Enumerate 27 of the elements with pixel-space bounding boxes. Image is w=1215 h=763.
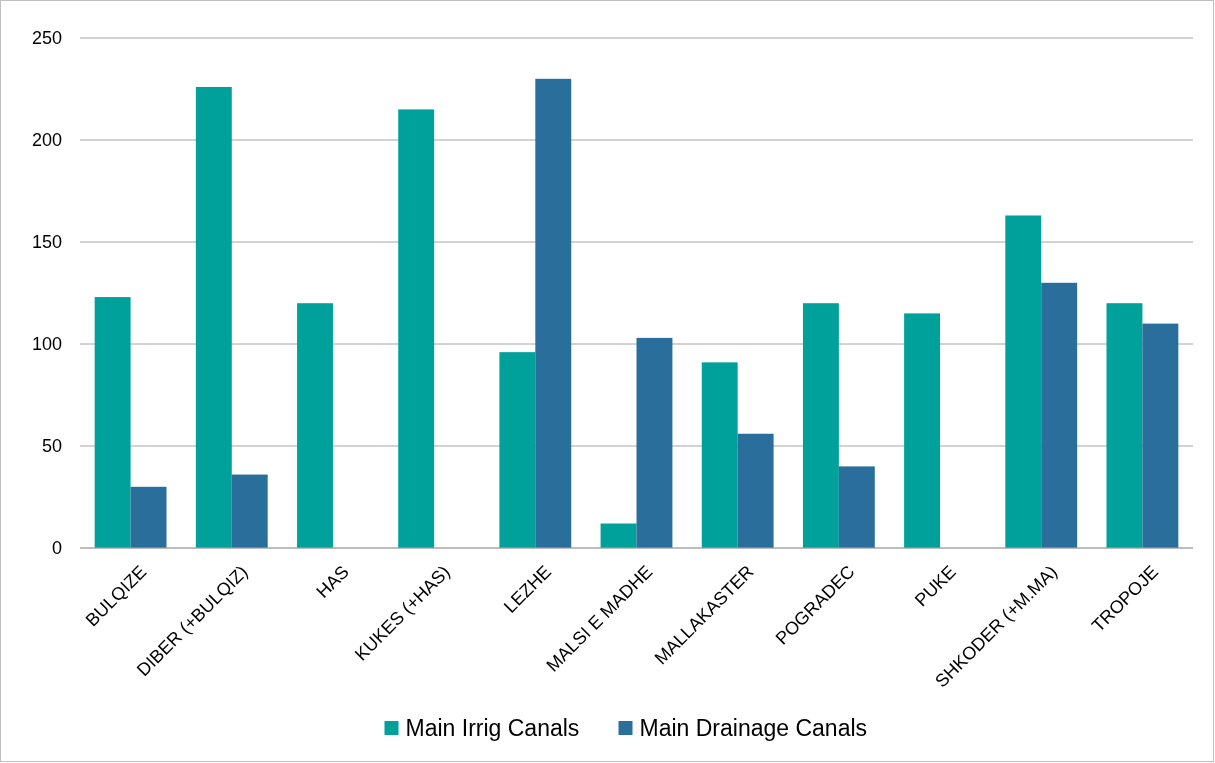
bar xyxy=(231,474,268,548)
legend-label: Main Drainage Canals xyxy=(639,715,868,742)
y-tick-label: 250 xyxy=(31,28,62,49)
bar xyxy=(499,352,536,548)
legend-label: Main Irrig Canals xyxy=(405,715,580,742)
y-tick-label: 100 xyxy=(31,334,62,355)
bar xyxy=(1005,215,1042,548)
bar xyxy=(1106,303,1143,548)
y-tick-label: 200 xyxy=(31,130,62,151)
y-tick-label: 0 xyxy=(51,538,62,559)
bar xyxy=(535,78,572,548)
y-tick-label: 150 xyxy=(31,232,62,253)
bar xyxy=(398,109,435,548)
bar xyxy=(195,86,232,548)
bar xyxy=(94,297,131,548)
bar xyxy=(838,466,875,548)
bar xyxy=(1142,323,1179,548)
bar xyxy=(600,523,637,548)
bar xyxy=(701,362,738,548)
bar xyxy=(636,337,673,548)
bar xyxy=(802,303,839,548)
bar xyxy=(130,486,167,548)
bar xyxy=(297,303,333,548)
bar xyxy=(1041,282,1078,548)
y-tick-label: 50 xyxy=(41,436,62,457)
bar xyxy=(904,313,941,548)
bar xyxy=(737,433,774,548)
